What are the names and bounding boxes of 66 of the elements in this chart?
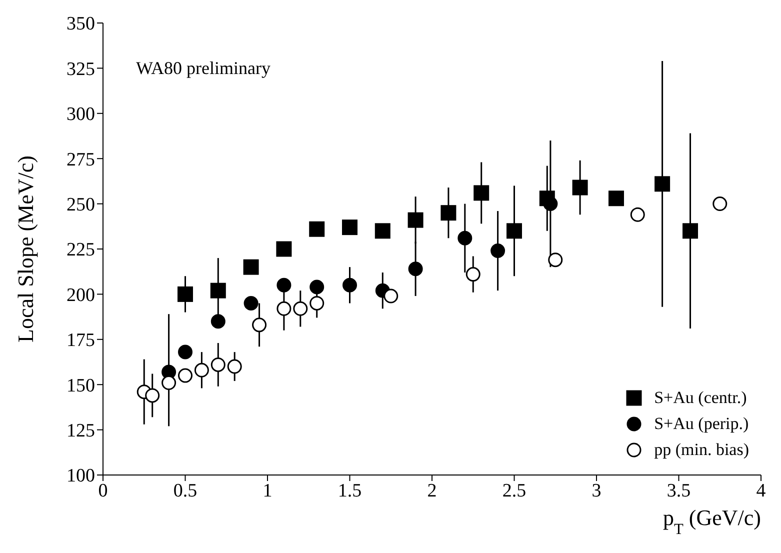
y-tick-label: 275 [66, 149, 95, 170]
legend-label: S+Au (centr.) [654, 388, 747, 408]
y-tick-label: 225 [66, 240, 95, 261]
x-tick-label: 0.5 [173, 480, 198, 502]
point [490, 244, 506, 258]
point [310, 280, 324, 294]
point [408, 212, 424, 228]
x-tick-label: 2.5 [502, 480, 526, 502]
point [310, 296, 324, 310]
point [440, 205, 456, 221]
y-tick-label: 250 [66, 194, 95, 216]
y-tick-label: 125 [66, 420, 95, 442]
point [145, 388, 160, 403]
point [474, 185, 490, 201]
point [342, 220, 358, 236]
point [384, 288, 398, 304]
x-axis-title: p$_{T}$ (GeV/c) [663, 505, 761, 538]
point [630, 207, 645, 222]
y-tick-label: 200 [66, 284, 95, 306]
y-axis-title: Local Slope (MeV/c) [13, 156, 38, 342]
x-tick-label: 0 [98, 480, 108, 502]
x-tick-label: 3 [592, 480, 602, 502]
point [374, 223, 390, 239]
y-tick-label: 175 [66, 330, 95, 352]
point [178, 368, 192, 383]
x-tick-label: 2 [427, 480, 437, 502]
point [276, 241, 292, 257]
point [548, 252, 563, 268]
annotation: WA80 preliminary [136, 58, 270, 79]
point [342, 278, 357, 292]
point [210, 314, 226, 329]
point [293, 301, 308, 316]
point [210, 357, 226, 372]
point [608, 190, 624, 206]
point [178, 344, 192, 360]
point [572, 180, 588, 196]
point [210, 282, 226, 298]
point [466, 267, 480, 282]
point [309, 221, 325, 237]
x-tick-label: 3.5 [666, 480, 691, 502]
y-tick-label: 350 [66, 14, 95, 35]
point [712, 196, 728, 212]
point [243, 259, 259, 275]
x-tick-label: 1 [262, 480, 272, 502]
point [654, 176, 670, 192]
y-tick-label: 300 [66, 104, 95, 126]
x-tick-label: 1.5 [338, 480, 362, 502]
point [178, 286, 193, 302]
point [276, 278, 292, 292]
y-tick-label: 325 [66, 58, 95, 80]
point [682, 223, 698, 239]
point [276, 301, 292, 316]
point [162, 376, 176, 390]
y-tick-label: 100 [66, 466, 95, 487]
point [252, 318, 267, 332]
point [543, 196, 558, 212]
point [458, 230, 472, 246]
point [506, 223, 522, 239]
legend-label: pp (min. bias) [654, 440, 749, 460]
x-tick-label: 4 [756, 480, 766, 502]
point [227, 359, 242, 374]
legend-label: S+Au (perip.) [654, 414, 749, 434]
point [244, 296, 258, 310]
point [194, 362, 209, 378]
point [408, 262, 423, 276]
y-tick-label: 150 [66, 375, 95, 396]
